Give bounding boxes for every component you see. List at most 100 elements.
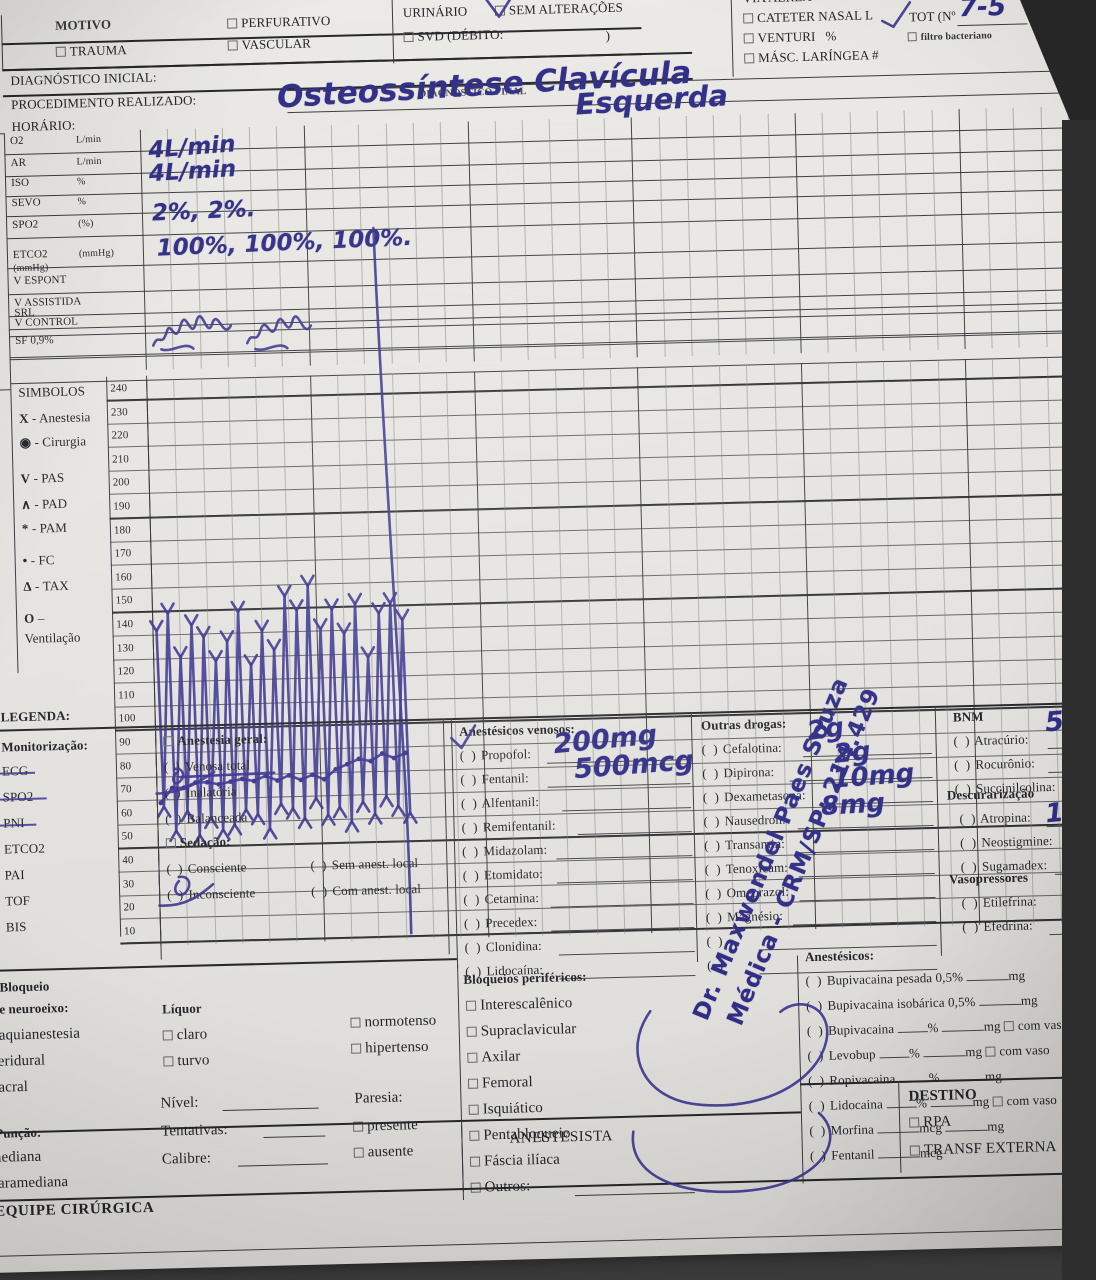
anestesico-venoso-item-1[interactable]: ( ) Fentanil:	[460, 770, 529, 787]
anestesico-venoso-item-8[interactable]: ( ) Clonidina:	[464, 937, 542, 955]
outra-droga-item-1[interactable]: ( ) Dipirona:	[702, 763, 775, 781]
motivo-option-trauma[interactable]: TRAUMA	[55, 42, 127, 60]
ytick-30: 30	[122, 877, 135, 891]
ytick-rule	[110, 516, 1078, 543]
via-aerea-cateter[interactable]: CATETER NASAL L	[743, 7, 873, 26]
checkbox-cateter-nasal[interactable]	[743, 13, 754, 24]
monitorizacao-item-pai[interactable]: PAI	[4, 866, 25, 883]
anestesico-venoso-item-6[interactable]: ( ) Cetamina:	[463, 889, 540, 907]
liquor-item-0[interactable]: claro	[162, 1026, 208, 1044]
resp-row-name-2: ISO	[10, 176, 30, 190]
bnm-item-0[interactable]: ( ) Atracúrio:	[953, 731, 1029, 749]
simbolo-1: ◉ - Cirurgia	[19, 433, 87, 450]
ytick-110: 110	[117, 688, 135, 702]
ytick-10: 10	[123, 925, 136, 938]
anestesico-local-3[interactable]: ( ) Levobup % mg com vaso	[807, 1042, 1050, 1064]
descurarizacao-item-0[interactable]: ( ) Atropina:	[959, 809, 1031, 827]
anestesico-venoso-item-4[interactable]: ( ) Midazolam:	[461, 841, 548, 859]
chart-vline	[855, 361, 871, 928]
motivo-option-perfurativo[interactable]: PERFURATIVO	[227, 13, 331, 32]
destino-item-0[interactable]: RPA	[909, 1114, 952, 1132]
chart-vline	[910, 360, 926, 927]
anestesico-local-2[interactable]: ( ) Bupivacaina % mg com vaso	[806, 1016, 1069, 1039]
checkbox-masc-laringea[interactable]	[744, 53, 755, 64]
checkbox-anestesia-geral[interactable]	[163, 736, 174, 747]
bloqueio-periferico-2[interactable]: Axilar	[467, 1049, 521, 1067]
ytick-130: 130	[116, 641, 134, 655]
simbolo-0: X - Anestesia	[18, 409, 91, 426]
anestesia-geral-option-2[interactable]: ( ) Balanceada	[165, 809, 248, 827]
bloqueio-periferico-4[interactable]: Isquiático	[468, 1100, 544, 1119]
checkbox-venturi[interactable]	[743, 33, 754, 44]
anestesico-venoso-item-7[interactable]: ( ) Precedex:	[463, 914, 538, 931]
sedacao-option-left-0[interactable]: ( ) Consciente	[166, 859, 247, 877]
monitorizacao-item-tof[interactable]: TOF	[5, 892, 31, 909]
liquor-item-1[interactable]: turvo	[163, 1052, 210, 1070]
anestesico-venoso-item-2[interactable]: ( ) Alfentanil:	[460, 793, 540, 811]
sedacao-title: Sedação:	[165, 834, 231, 852]
chart-vline	[828, 362, 844, 929]
sedacao-option-left-1[interactable]: ( ) Inconsciente	[166, 885, 256, 903]
simbolo-3: ∧ - PAD	[21, 495, 68, 512]
anestesico-local-1[interactable]: ( ) Bupivacaina isobárica 0,5% mg	[806, 992, 1038, 1014]
anestesico-local-6[interactable]: ( ) Morfina mcg mg	[809, 1118, 1005, 1139]
bloqueio-neuroeixo-item-1[interactable]: Peridural	[0, 1052, 46, 1070]
liquor-pressure-1[interactable]: hipertenso	[351, 1039, 429, 1058]
anestesia-geral-option-1[interactable]: ( ) Inalatória	[164, 783, 237, 801]
checkbox-filtro[interactable]	[907, 32, 917, 42]
bloqueio-neuroeixo-title2: de neuroeixo:	[0, 999, 69, 1017]
anestesicos-locais-title: Anestésicos:	[804, 947, 875, 965]
checkbox-svd[interactable]	[403, 31, 414, 43]
ytick-rule-bold	[117, 823, 1086, 851]
via-aerea-masc-laringea[interactable]: MÁSC. LARÍNGEA #	[744, 47, 879, 66]
ytick-rule-bold	[106, 375, 1075, 402]
resp-row-name-1: AR	[10, 156, 27, 170]
chart-vline	[555, 369, 571, 936]
ytick-240: 240	[110, 382, 128, 395]
vasopressor-item-0[interactable]: ( ) Etilefrina:	[961, 893, 1037, 911]
simbolo-4: * - PAM	[21, 519, 68, 536]
urinario-sem-alteracoes[interactable]: SEM ALTERAÇÕES	[494, 0, 623, 19]
anestesico-venoso-item-0[interactable]: ( ) Propofol:	[459, 746, 532, 763]
checkbox-perfurativo[interactable]	[227, 18, 238, 29]
monitorizacao-item-bis[interactable]: BIS	[5, 918, 27, 935]
checkbox-vascular[interactable]	[227, 40, 238, 51]
filtro-bacteriano[interactable]: filtro bacteriano	[907, 30, 992, 43]
bloqueio-periferico-1[interactable]: Supraclavicular	[466, 1021, 577, 1041]
sedacao-option-right-1[interactable]: ( ) Com anest. local	[310, 880, 422, 899]
bloqueio-periferico-3[interactable]: Femoral	[467, 1074, 533, 1093]
urinario-svd[interactable]: SVD (DÉBITO:	[403, 27, 504, 46]
puncao-item-0[interactable]: mediana	[0, 1148, 42, 1166]
checkbox-trauma[interactable]	[55, 46, 66, 57]
sedacao-option-right-0[interactable]: ( ) Sem anest. local	[310, 855, 419, 873]
paresia-item-0[interactable]: presente	[352, 1117, 418, 1136]
ytick-40: 40	[122, 854, 134, 867]
liquor-pressure-0[interactable]: normotenso	[350, 1013, 436, 1032]
paresia-item-1[interactable]: ausente	[353, 1143, 414, 1162]
checkbox-sem-alteracoes[interactable]	[494, 5, 506, 16]
via-aerea-venturi[interactable]: VENTURI %	[743, 28, 837, 46]
anestesico-venoso-item-3[interactable]: ( ) Remifentanil:	[461, 817, 556, 835]
bloqueio-neuroeixo-item-0[interactable]: Raquianestesia	[0, 1025, 81, 1044]
bnm-item-1[interactable]: ( ) Rocurônio:	[953, 755, 1036, 773]
bloqueio-periferico-0[interactable]: Interescalênico	[465, 995, 573, 1015]
bloqueio-periferico-6[interactable]: Fáscia ilíaca	[469, 1152, 560, 1171]
ytick-rule	[110, 540, 1079, 566]
paresia-label: Paresia:	[354, 1089, 403, 1107]
ytick-120: 120	[117, 665, 135, 678]
anestesia-geral-option-0[interactable]: ( ) Venosa total	[163, 757, 251, 775]
bloqueio-neuroeixo-item-2[interactable]: Sacral	[0, 1078, 29, 1096]
descurarizacao-item-1[interactable]: ( ) Neostigmine:	[959, 832, 1053, 851]
vasopressor-item-1[interactable]: ( ) Efedrina:	[962, 917, 1033, 935]
destino-item-1[interactable]: TRANSF EXTERNA	[909, 1139, 1057, 1160]
infusao-row-0: SRL	[14, 306, 36, 320]
chart-vline	[582, 368, 599, 935]
checkbox-sedacao[interactable]	[165, 838, 177, 849]
outra-droga-item-0[interactable]: ( ) Cefalotina:	[701, 739, 782, 757]
puncao-item-1[interactable]: paramediana	[0, 1173, 69, 1192]
monitorizacao-item-etco2[interactable]: ETCO2	[3, 840, 46, 857]
anestesico-venoso-item-5[interactable]: ( ) Etomidato:	[462, 865, 544, 883]
spo2-value-ink: 100%, 100%, 100%.	[156, 224, 413, 262]
motivo-option-vascular[interactable]: VASCULAR	[227, 35, 312, 53]
ytick-rule	[107, 422, 1076, 448]
